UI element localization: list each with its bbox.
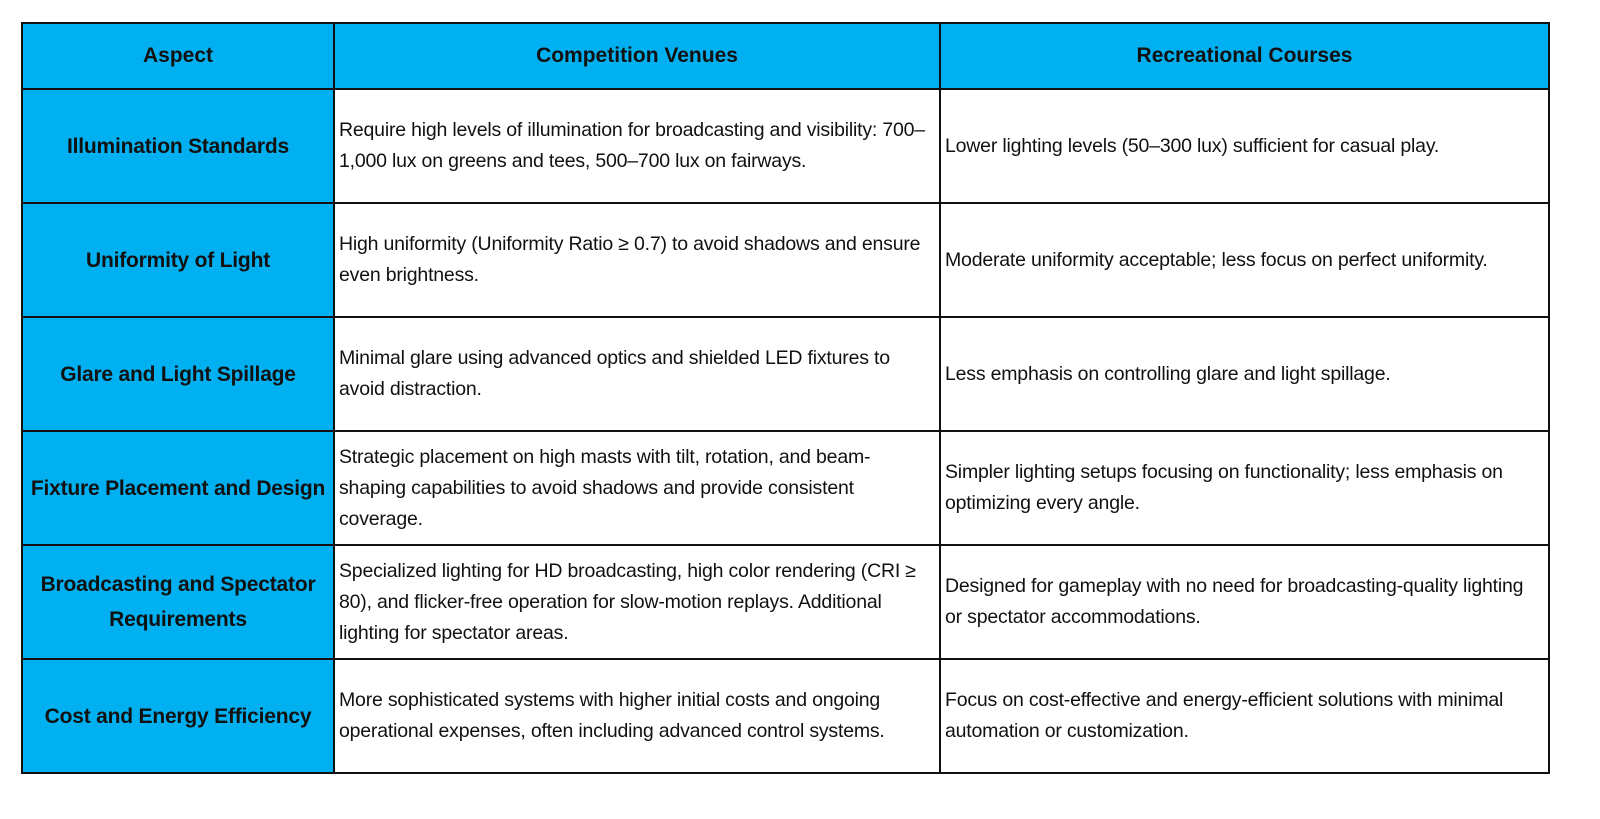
recreational-cell: Less emphasis on controlling glare and l… — [939, 316, 1550, 432]
competition-cell: High uniformity (Uniformity Ratio ≥ 0.7)… — [333, 202, 941, 318]
table-row: Glare and Light Spillage Minimal glare us… — [21, 316, 1550, 432]
competition-cell: Specialized lighting for HD broadcasting… — [333, 544, 941, 660]
table-row: Uniformity of Light High uniformity (Unif… — [21, 202, 1550, 318]
competition-cell: Require high levels of illumination for … — [333, 88, 941, 204]
aspect-cell: Glare and Light Spillage — [21, 316, 335, 432]
header-aspect: Aspect — [21, 22, 335, 90]
aspect-cell: Fixture Placement and Design — [21, 430, 335, 546]
competition-cell: More sophisticated systems with higher i… — [333, 658, 941, 774]
header-recreational-courses: Recreational Courses — [939, 22, 1550, 90]
competition-cell: Strategic placement on high masts with t… — [333, 430, 941, 546]
table-row: Fixture Placement and Design Strategic pl… — [21, 430, 1550, 546]
table-row: Cost and Energy Efficiency More sophistic… — [21, 658, 1550, 774]
header-competition-venues: Competition Venues — [333, 22, 941, 90]
aspect-cell: Uniformity of Light — [21, 202, 335, 318]
aspect-cell: Illumination Standards — [21, 88, 335, 204]
table-row: Illumination Standards Require high level… — [21, 88, 1550, 204]
comparison-table: Aspect Competition Venues Recreational C… — [21, 22, 1550, 774]
aspect-cell: Broadcasting and Spectator Requirements — [21, 544, 335, 660]
competition-cell: Minimal glare using advanced optics and … — [333, 316, 941, 432]
recreational-cell: Focus on cost-effective and energy-effic… — [939, 658, 1550, 774]
recreational-cell: Designed for gameplay with no need for b… — [939, 544, 1550, 660]
recreational-cell: Moderate uniformity acceptable; less foc… — [939, 202, 1550, 318]
header-row: Aspect Competition Venues Recreational C… — [21, 22, 1550, 90]
aspect-cell: Cost and Energy Efficiency — [21, 658, 335, 774]
table-row: Broadcasting and Spectator Requirements S… — [21, 544, 1550, 660]
recreational-cell: Lower lighting levels (50–300 lux) suffi… — [939, 88, 1550, 204]
recreational-cell: Simpler lighting setups focusing on func… — [939, 430, 1550, 546]
